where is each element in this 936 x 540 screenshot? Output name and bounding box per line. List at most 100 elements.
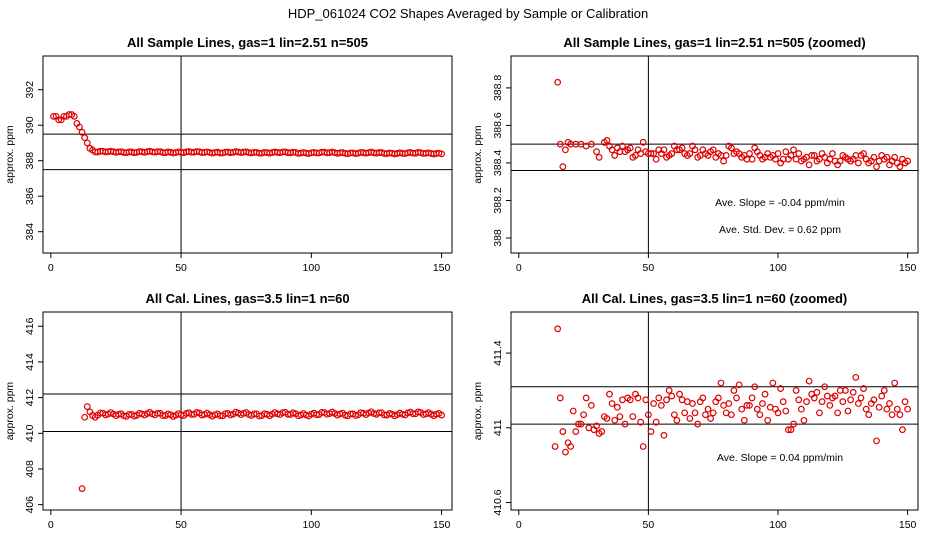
data-point [813,388,821,396]
data-point [639,443,647,450]
data-point [598,428,606,435]
data-point [790,146,797,154]
data-point [764,416,772,424]
data-point [663,396,670,404]
data-point [691,146,699,154]
data-point [873,437,880,445]
data-point [559,163,567,171]
data-point [831,392,839,400]
panels: All Sample Lines, gas=1 lin=2.51 n=505 0 5… [4,35,919,531]
data-point [860,385,867,392]
data-point [637,418,645,426]
data-point [829,150,836,157]
data-point [193,409,201,416]
data-point [699,394,707,402]
data-point [83,403,91,410]
data-point [852,373,860,381]
annotation: Ave. Slope = -0.04 ppm/min [715,197,845,209]
figure-title: HDP_061024 CO2 Shapes Averaged by Sample… [288,6,648,21]
x-tick-label: 150 [899,262,917,274]
data-point [748,155,756,163]
x-tick-label: 0 [48,262,54,274]
x-tick-label: 50 [175,519,187,531]
data-point [559,428,567,435]
y-tick-label: 390 [24,116,36,134]
data-point [554,78,562,86]
data-point [626,144,634,152]
data-points [554,78,912,171]
panel-title: All Cal. Lines, gas=3.5 lin=1 n=60 (zoom… [582,291,848,306]
data-point [870,396,878,404]
y-tick-label: 411 [492,419,504,436]
annotation: Ave. Std. Dev. = 0.62 ppm [719,224,841,236]
data-point [647,150,655,157]
data-point [575,420,582,428]
data-point [774,409,782,417]
data-point [727,411,735,419]
data-point [551,443,559,450]
data-point [626,396,634,404]
data-point [619,142,626,150]
data-point [593,148,600,156]
data-point [650,150,657,157]
data-point [668,150,676,157]
data-point [556,140,564,148]
data-point [707,415,715,422]
data-point [821,383,829,391]
panel-2: All Sample Lines, gas=1 lin=2.51 n=505 (… [472,35,919,274]
data-point [860,150,867,157]
data-point [681,409,689,417]
data-point [772,155,779,163]
data-point [660,146,668,154]
data-point [704,405,712,413]
data-point [810,394,818,402]
data-point [888,411,896,419]
data-point [587,401,595,409]
y-tick-label: 392 [24,81,36,99]
data-point [797,405,805,413]
data-point [655,394,663,402]
data-point [883,153,891,161]
data-point [722,152,730,159]
y-axis-label: approx. ppm [472,382,484,441]
data-point [800,416,808,424]
data-point [746,401,753,409]
data-point [686,415,694,422]
data-point [782,407,790,415]
data-point [769,379,777,387]
x-tick-label: 100 [769,519,787,531]
data-point [652,155,660,163]
data-point [78,485,86,492]
data-point [759,400,766,407]
data-point [650,400,657,407]
data-point [826,401,834,409]
data-point [593,422,600,430]
data-point [691,409,699,417]
data-point [803,398,810,406]
data-point [702,411,709,419]
data-point [606,390,613,398]
data-point [603,415,611,422]
data-point [784,426,792,434]
x-tick-label: 100 [303,519,321,531]
data-point [795,396,803,404]
data-point [81,413,89,421]
data-point [854,159,862,167]
data-point [904,405,912,413]
x-tick-label: 50 [643,262,655,274]
y-tick-label: 388.8 [492,75,504,101]
data-point [901,398,909,406]
data-point [562,146,569,154]
data-point [714,394,722,402]
data-point [862,405,870,413]
x-tick-label: 50 [643,519,655,531]
data-point [587,140,595,148]
data-point [639,138,647,146]
data-point [891,153,899,161]
plot-frame [42,55,453,254]
data-point [689,400,696,407]
data-point [657,401,665,409]
data-point [621,420,629,428]
data-point [556,394,564,402]
data-point [629,413,637,421]
